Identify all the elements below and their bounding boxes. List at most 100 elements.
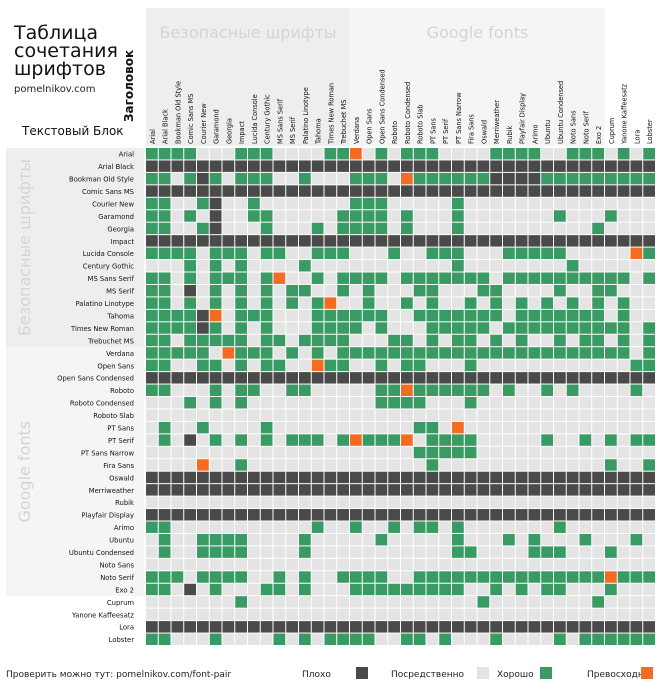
- heatmap-cell: [146, 621, 158, 633]
- heatmap-cell: [158, 546, 171, 558]
- heatmap-cell: [311, 197, 324, 210]
- heatmap-cell: [324, 571, 337, 583]
- heatmap-cell: [477, 509, 490, 521]
- heatmap-cell: [439, 533, 451, 546]
- heatmap-cell: [490, 496, 502, 509]
- heatmap-cell: [413, 260, 426, 272]
- heatmap-cell: [515, 633, 528, 645]
- heatmap-cell: [197, 471, 209, 484]
- heatmap-cell: [337, 583, 349, 596]
- heatmap-cell: [158, 322, 171, 334]
- heatmap-cell: [464, 571, 477, 583]
- heatmap-cell: [171, 509, 184, 521]
- row-label: Lucida Console: [83, 250, 134, 258]
- heatmap-cell: [503, 272, 515, 284]
- heatmap-cell: [273, 384, 286, 396]
- heatmap-cell: [566, 185, 579, 197]
- heatmap-cell: [617, 197, 630, 210]
- heatmap-cell: [324, 409, 337, 421]
- heatmap-cell: [324, 633, 337, 645]
- heatmap-cell: [311, 546, 324, 558]
- heatmap-cell: [515, 434, 528, 446]
- heatmap-cell: [401, 571, 413, 583]
- heatmap-cell: [401, 633, 413, 645]
- heatmap-cell: [579, 260, 592, 272]
- row-label: Merriweather: [89, 487, 134, 495]
- heatmap-cell: [337, 409, 349, 421]
- heatmap-cell: [592, 260, 604, 272]
- heatmap-cell: [401, 558, 413, 571]
- heatmap-cell: [490, 459, 502, 471]
- heatmap-cell: [273, 608, 286, 621]
- heatmap-cell: [617, 172, 630, 185]
- heatmap-cell: [362, 446, 375, 459]
- heatmap-cell: [477, 260, 490, 272]
- heatmap-cell: [413, 247, 426, 260]
- heatmap-cell: [209, 583, 222, 596]
- heatmap-cell: [528, 471, 541, 484]
- heatmap-cell: [464, 197, 477, 210]
- heatmap-cell: [605, 309, 617, 322]
- heatmap-cell: [375, 509, 388, 521]
- row-label: Comic Sans MS: [82, 188, 134, 196]
- row-label: Arial: [119, 151, 134, 159]
- heatmap-cell: [554, 409, 566, 421]
- heatmap-cell: [299, 446, 311, 459]
- legend-swatch: [356, 667, 368, 679]
- heatmap-cell: [515, 334, 528, 347]
- column-label: Open Sans Condensed: [378, 69, 386, 144]
- heatmap-cell: [579, 334, 592, 347]
- heatmap-cell: [158, 260, 171, 272]
- heatmap-cell: [426, 222, 439, 235]
- heatmap-cell: [541, 421, 553, 434]
- heatmap-cell: [490, 397, 502, 409]
- heatmap-cell: [158, 210, 171, 222]
- heatmap-cell: [324, 471, 337, 484]
- heatmap-cell: [528, 421, 541, 434]
- heatmap-cell: [566, 397, 579, 409]
- heatmap-cell: [477, 496, 490, 509]
- row-label: Cuprum: [107, 599, 134, 607]
- heatmap-cell: [605, 459, 617, 471]
- heatmap-cell: [311, 309, 324, 322]
- heatmap-cell: [643, 284, 655, 297]
- heatmap-cell: [541, 558, 553, 571]
- heatmap-cell: [222, 359, 235, 372]
- heatmap-cell: [324, 596, 337, 608]
- heatmap-cell: [209, 459, 222, 471]
- heatmap-cell: [426, 197, 439, 210]
- heatmap-cell: [452, 496, 464, 509]
- heatmap-cell: [388, 322, 400, 334]
- heatmap-cell: [579, 546, 592, 558]
- heatmap-cell: [554, 210, 566, 222]
- heatmap-cell: [260, 397, 273, 409]
- heatmap-cell: [541, 222, 553, 235]
- heatmap-cell: [592, 160, 604, 172]
- heatmap-cell: [617, 148, 630, 160]
- heatmap-cell: [566, 210, 579, 222]
- heatmap-cell: [350, 571, 362, 583]
- heatmap-cell: [158, 496, 171, 509]
- heatmap-cell: [248, 633, 260, 645]
- heatmap-cell: [311, 210, 324, 222]
- heatmap-cell: [146, 421, 158, 434]
- heatmap-cell: [158, 247, 171, 260]
- heatmap-cell: [554, 546, 566, 558]
- heatmap-cell: [209, 284, 222, 297]
- heatmap-cell: [413, 521, 426, 533]
- row-group-band: [6, 347, 144, 597]
- heatmap-cell: [579, 284, 592, 297]
- heatmap-cell: [617, 347, 630, 359]
- heatmap-cell: [566, 459, 579, 471]
- row-label: Fira Sans: [103, 462, 134, 470]
- heatmap-cell: [260, 409, 273, 421]
- heatmap-cell: [477, 384, 490, 396]
- heatmap-cell: [643, 185, 655, 197]
- heatmap-cell: [299, 471, 311, 484]
- heatmap-cell: [184, 596, 196, 608]
- heatmap-cell: [554, 247, 566, 260]
- heatmap-cell: [554, 521, 566, 533]
- heatmap-cell: [362, 172, 375, 185]
- heatmap-cell: [541, 160, 553, 172]
- heatmap-cell: [158, 272, 171, 284]
